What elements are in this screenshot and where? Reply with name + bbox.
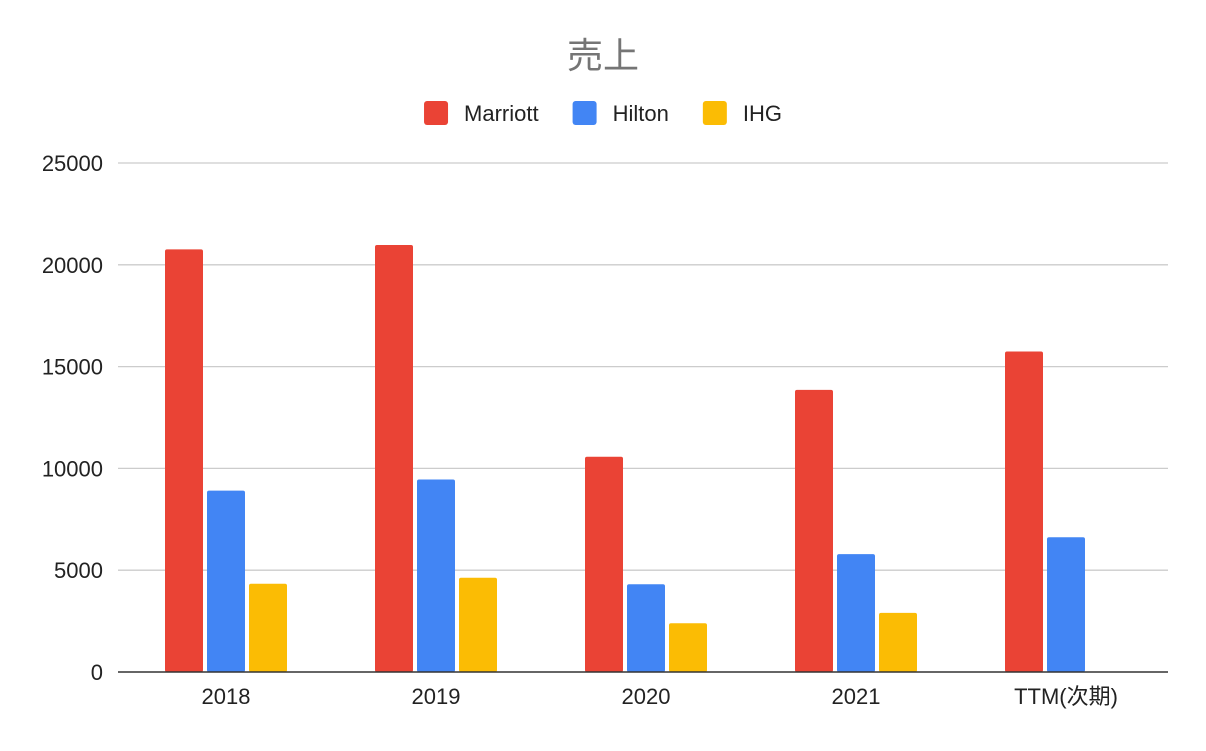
- bar-marriott-3: [795, 389, 833, 672]
- y-tick-label: 15000: [42, 355, 103, 380]
- y-tick-label: 0: [91, 660, 103, 685]
- y-tick-label: 25000: [42, 151, 103, 176]
- legend-label: Marriott: [464, 101, 539, 126]
- bar-ihg-0: [249, 583, 287, 672]
- y-axis-ticks: 0 5000 10000 15000 20000 25000: [42, 151, 103, 685]
- gridlines: [118, 162, 1168, 571]
- x-tick-label: 2018: [202, 684, 251, 709]
- bar-ihg-1: [459, 577, 497, 672]
- y-tick-label: 10000: [42, 456, 103, 481]
- bar-hilton-3: [837, 554, 875, 672]
- x-tick-label: 2020: [622, 684, 671, 709]
- legend-label: Hilton: [613, 101, 669, 126]
- x-axis-ticks: 2018 2019 2020 2021 TTM(次期): [202, 684, 1118, 709]
- bar-ihg-2: [669, 623, 707, 672]
- legend-swatch: [702, 101, 727, 125]
- legend-swatch: [424, 101, 449, 125]
- bar-marriott-1: [375, 245, 413, 673]
- bar-hilton-1: [417, 479, 455, 672]
- bar-marriott-2: [585, 456, 623, 672]
- legend: Marriott Hilton IHG: [424, 101, 782, 126]
- x-tick-label: 2021: [832, 684, 881, 709]
- bars: [165, 245, 1085, 673]
- legend-swatch: [572, 101, 597, 125]
- y-tick-label: 20000: [42, 253, 103, 278]
- bar-marriott-4: [1005, 351, 1043, 672]
- x-tick-label: 2019: [412, 684, 461, 709]
- legend-label: IHG: [743, 101, 782, 126]
- x-tick-label: TTM(次期): [1014, 684, 1118, 709]
- bar-hilton-4: [1047, 537, 1085, 672]
- bar-hilton-0: [207, 490, 245, 672]
- bar-marriott-0: [165, 249, 203, 672]
- chart-title: 売上: [567, 35, 639, 76]
- y-tick-label: 5000: [54, 558, 103, 583]
- bar-hilton-2: [627, 584, 665, 672]
- bar-ihg-3: [879, 612, 917, 672]
